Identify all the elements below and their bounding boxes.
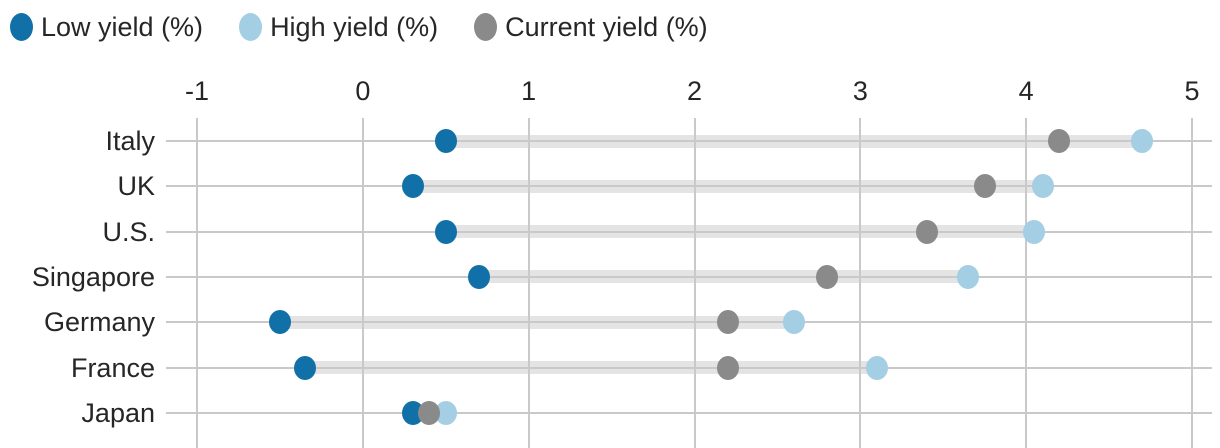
x-gridline bbox=[859, 118, 862, 448]
data-point-current bbox=[973, 174, 996, 199]
category-label: UK bbox=[117, 171, 155, 202]
x-tick-label: 3 bbox=[852, 76, 868, 106]
x-tick-label: 5 bbox=[1184, 76, 1200, 106]
data-point-current bbox=[716, 355, 739, 380]
x-tick-label: 1 bbox=[521, 76, 537, 106]
row-gridline bbox=[166, 321, 1212, 324]
row-gridline bbox=[166, 185, 1212, 188]
row-gridline bbox=[166, 366, 1212, 369]
x-tick-label: 4 bbox=[1018, 76, 1034, 106]
category-label: U.S. bbox=[102, 216, 155, 247]
category-label: Italy bbox=[105, 126, 155, 156]
legend-label-high-yield: High yield (%) bbox=[270, 12, 439, 42]
data-point-high bbox=[1131, 129, 1154, 153]
category-label: France bbox=[70, 352, 155, 383]
x-gridline bbox=[361, 118, 364, 448]
data-point-current bbox=[915, 219, 938, 244]
data-point-low bbox=[293, 355, 316, 380]
data-point-low bbox=[401, 400, 424, 425]
row-gridline bbox=[166, 140, 1212, 142]
data-point-high bbox=[1031, 174, 1054, 199]
x-gridline bbox=[196, 118, 198, 448]
x-gridline bbox=[1025, 118, 1028, 448]
x-gridline bbox=[527, 118, 530, 448]
row-gridline bbox=[166, 275, 1212, 278]
legend-label-low-yield: Low yield (%) bbox=[41, 12, 204, 42]
x-gridline bbox=[693, 118, 696, 448]
data-point-high bbox=[865, 355, 888, 380]
data-point-current bbox=[1048, 129, 1071, 153]
chart-legend: Low yield (%) High yield (%) Current yie… bbox=[10, 12, 744, 42]
x-tick-label: 0 bbox=[355, 76, 371, 106]
x-gridline bbox=[1191, 118, 1193, 448]
category-label: Singapore bbox=[31, 261, 155, 292]
data-point-low bbox=[467, 264, 490, 289]
row-gridline bbox=[166, 411, 1212, 414]
legend-item-current-yield: Current yield (%) bbox=[474, 12, 708, 42]
high-yield-dot-icon bbox=[239, 13, 263, 41]
data-point-current bbox=[418, 400, 441, 425]
data-point-high bbox=[783, 310, 805, 335]
data-point-low bbox=[434, 129, 457, 153]
data-point-high bbox=[957, 264, 980, 289]
current-yield-dot-icon bbox=[474, 13, 498, 41]
data-point-low bbox=[434, 219, 457, 244]
data-point-low bbox=[268, 310, 291, 335]
legend-item-high-yield: High yield (%) bbox=[239, 12, 438, 42]
data-point-current bbox=[716, 310, 739, 335]
category-label: Germany bbox=[43, 307, 155, 338]
row-gridline bbox=[166, 230, 1212, 233]
x-tick-label: -1 bbox=[184, 76, 209, 106]
legend-label-current-yield: Current yield (%) bbox=[505, 12, 708, 42]
data-point-high bbox=[1023, 219, 1046, 244]
data-point-high bbox=[434, 400, 457, 425]
category-label: Japan bbox=[81, 397, 155, 428]
x-tick-label: 2 bbox=[686, 76, 703, 106]
legend-item-low-yield: Low yield (%) bbox=[10, 12, 203, 42]
data-point-current bbox=[816, 264, 839, 289]
data-point-low bbox=[401, 174, 424, 199]
low-yield-dot-icon bbox=[10, 13, 33, 41]
